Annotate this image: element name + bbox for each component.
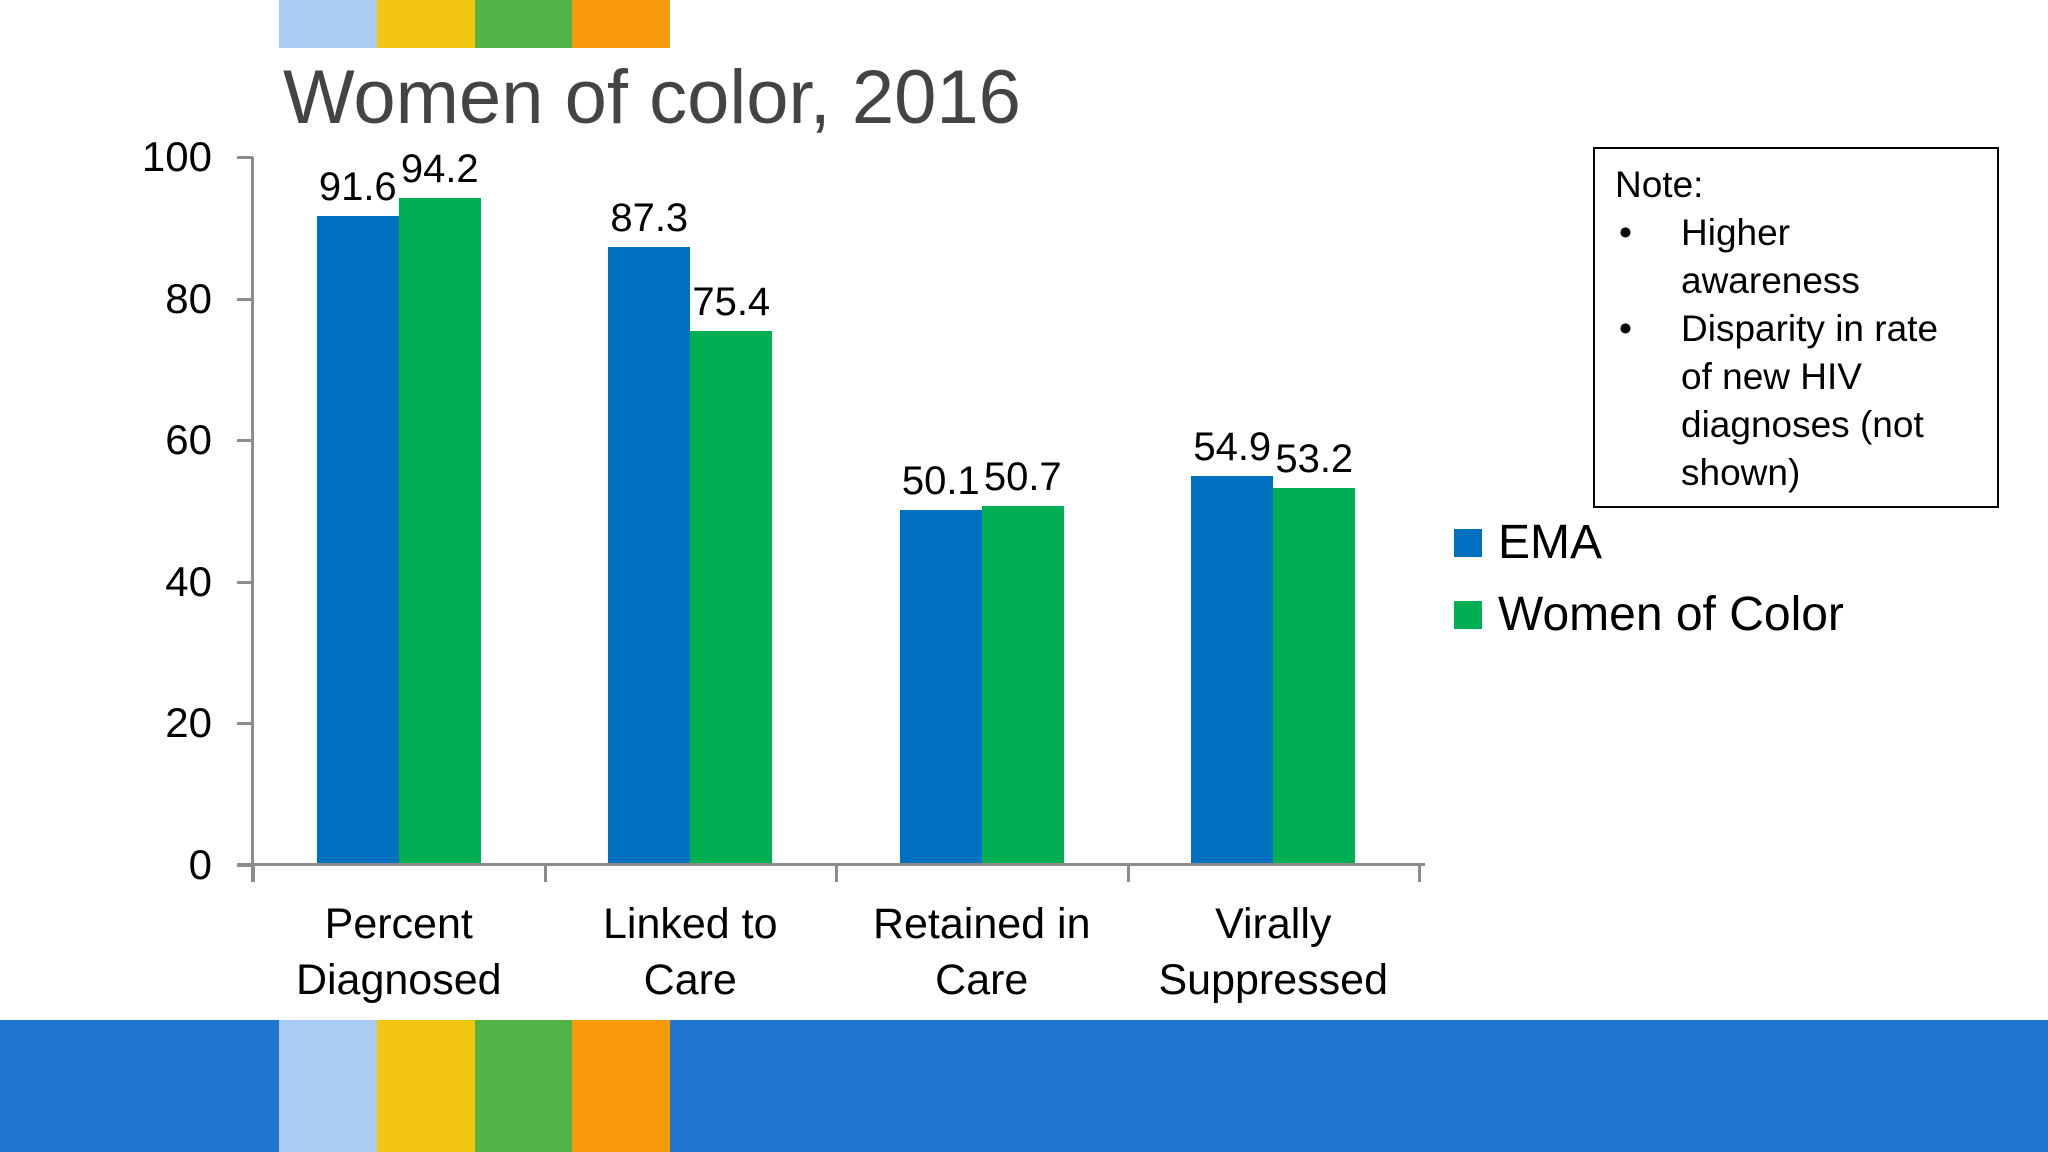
x-tick-mark [1418, 865, 1421, 882]
x-axis-line [237, 863, 1425, 866]
decorative-stripe-2 [376, 0, 475, 48]
bar-value-label: 54.9 [1193, 425, 1272, 470]
bar-ema [608, 246, 691, 865]
x-tick-mark [835, 865, 838, 882]
decorative-stripe-2 [376, 1020, 475, 1152]
bar-value-label: 75.4 [692, 280, 771, 325]
category-label-line: Care [935, 956, 1029, 1004]
note-bullet: Disparity in rate of new HIV diagnoses (… [1615, 305, 1977, 497]
bar-women-of-color [398, 198, 481, 865]
bar-ema [316, 216, 399, 865]
category-label: Virally Suppressed [1103, 896, 1443, 1008]
note-list: Higher awarenessDisparity in rate of new… [1615, 209, 1977, 497]
y-axis-line [251, 157, 254, 882]
y-tick-label: 20 [165, 699, 212, 747]
legend-item-ema: EMA [1454, 514, 1844, 572]
y-tick-mark [237, 864, 253, 867]
bar-women-of-color [690, 331, 773, 865]
category-label-line: Diagnosed [295, 956, 502, 1004]
y-tick-mark [237, 156, 253, 159]
bar-women-of-color [981, 506, 1064, 865]
decorative-stripe-3 [474, 1020, 573, 1152]
bar-ema [1191, 476, 1274, 865]
legend-swatch-icon [1454, 529, 1482, 557]
legend-label: Women of Color [1498, 588, 1844, 641]
decorative-stripe-4 [572, 1020, 670, 1152]
decorative-stripes-top [279, 0, 670, 48]
note-box: Note: Higher awarenessDisparity in rate … [1593, 147, 1999, 508]
category-label-line: Care [643, 956, 737, 1004]
y-tick-label: 60 [165, 416, 212, 464]
x-tick-mark [1126, 865, 1130, 882]
x-tick-mark [252, 865, 255, 882]
y-tick-mark [237, 439, 253, 443]
y-tick-label: 80 [165, 274, 212, 322]
category-label-line: Suppressed [1158, 956, 1389, 1004]
bar-value-label: 94.2 [400, 147, 479, 192]
x-tick-mark [543, 865, 547, 882]
y-tick-label: 0 [188, 841, 212, 888]
bar-value-label: 50.7 [983, 455, 1062, 500]
y-tick-label: 100 [141, 133, 212, 180]
y-tick-mark [237, 722, 253, 726]
decorative-stripe-1 [279, 1020, 377, 1152]
bar-value-label: 87.3 [610, 195, 689, 240]
decorative-stripes-bottom [279, 1020, 670, 1152]
legend-swatch-icon [1454, 601, 1482, 629]
legend-label: EMA [1498, 516, 1603, 569]
y-tick-label: 40 [165, 557, 212, 605]
chart-legend: EMA Women of Color [1454, 514, 1844, 644]
bar-value-label: 53.2 [1275, 437, 1354, 482]
category-label: Percent Diagnosed [229, 896, 569, 1008]
footer-banner [0, 1020, 2048, 1152]
note-bullet: Higher awareness [1615, 209, 1977, 305]
bar-women-of-color [1273, 488, 1356, 865]
note-heading: Note: [1615, 164, 1704, 205]
category-label-line: Retained in [872, 900, 1091, 948]
category-label-line: Linked to [602, 900, 778, 948]
bar-value-label: 91.6 [318, 165, 397, 210]
bar-ema [899, 510, 982, 865]
legend-item-women-of-color: Women of Color [1454, 586, 1844, 644]
category-label-line: Percent [324, 900, 473, 948]
decorative-stripe-3 [474, 0, 573, 48]
category-label: Linked to Care [520, 896, 860, 1008]
decorative-stripe-1 [279, 0, 377, 48]
y-tick-mark [237, 580, 253, 584]
category-label-line: Virally [1215, 900, 1332, 948]
category-label: Retained in Care [812, 896, 1152, 1008]
decorative-stripe-4 [572, 0, 670, 48]
chart-title: Women of color, 2016 [283, 55, 1021, 140]
y-tick-mark [237, 297, 253, 301]
bar-value-label: 50.1 [901, 459, 980, 504]
